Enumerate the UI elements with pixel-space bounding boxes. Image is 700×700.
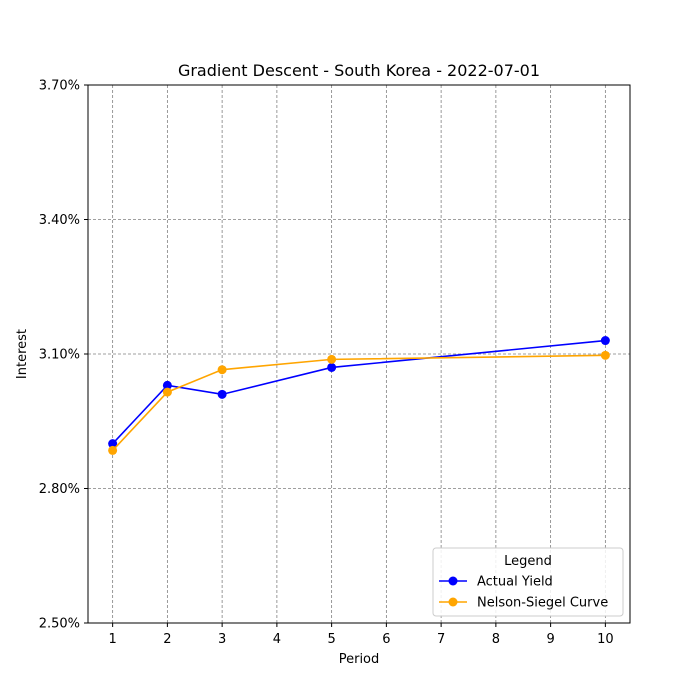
x-tick-label: 5 — [327, 632, 335, 647]
y-tick-label: 3.40% — [39, 213, 80, 228]
legend: Legend Actual Yield Nelson-Siegel Curve — [432, 547, 624, 617]
series-layer — [108, 336, 610, 455]
data-point — [108, 445, 118, 455]
chart-title: Gradient Descent - South Korea - 2022-07… — [178, 61, 540, 80]
x-tick-label: 6 — [382, 632, 390, 647]
x-tick-label: 10 — [597, 632, 614, 647]
y-axis: 2.50% 2.80% 3.10% 3.40% 3.70% — [39, 79, 88, 632]
y-tick-label: 3.70% — [39, 79, 80, 94]
x-tick-label: 1 — [108, 632, 116, 647]
x-axis-label: Period — [339, 652, 380, 667]
y-axis-label: Interest — [15, 329, 30, 379]
x-tick-label: 8 — [492, 632, 500, 647]
data-point — [108, 439, 118, 449]
data-point — [600, 350, 610, 360]
data-point — [217, 365, 227, 375]
y-tick-label: 3.10% — [39, 348, 80, 363]
data-point — [162, 380, 172, 390]
data-point — [217, 389, 227, 399]
data-point — [327, 362, 337, 372]
x-tick-label: 2 — [163, 632, 171, 647]
x-tick-label: 7 — [437, 632, 445, 647]
y-tick-label: 2.50% — [39, 617, 80, 632]
data-point — [327, 354, 337, 364]
legend-marker — [448, 597, 458, 607]
legend-marker — [448, 576, 458, 586]
legend-label: Actual Yield — [477, 575, 553, 590]
legend-label: Nelson-Siegel Curve — [477, 596, 608, 611]
x-tick-label: 4 — [273, 632, 281, 647]
legend-item: Nelson-Siegel Curve — [439, 596, 608, 611]
legend-box — [432, 547, 624, 617]
legend-item: Actual Yield — [439, 575, 553, 590]
series-2 — [108, 350, 610, 455]
data-point — [162, 387, 172, 397]
x-tick-label: 3 — [218, 632, 226, 647]
x-tick-label: 9 — [546, 632, 554, 647]
y-tick-label: 2.80% — [39, 482, 80, 497]
legend-title: Legend — [504, 554, 552, 569]
x-axis: 1 2 3 4 5 6 7 8 9 10 — [108, 623, 614, 647]
data-point — [600, 336, 610, 346]
